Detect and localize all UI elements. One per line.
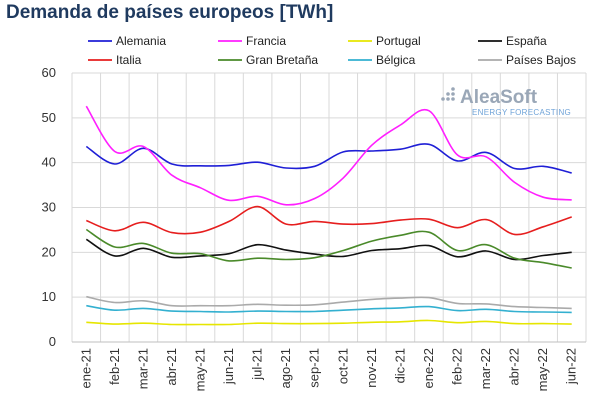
x-tick-label: jun-21 (221, 348, 236, 385)
aleasoft-logo-mark-icon (441, 87, 455, 101)
series-line-paises-bajos (86, 295, 572, 310)
series-line-alemania (85, 143, 572, 174)
series-line-portugal (86, 319, 572, 326)
logo-dot (441, 97, 445, 101)
series-line-espana (85, 238, 572, 261)
x-tick-label: nov-21 (364, 348, 379, 388)
legend-label-alemania: Alemania (116, 34, 166, 48)
aleasoft-logo: AleaSoft ENERGY FORECASTING (441, 87, 571, 117)
x-tick-label: mar-21 (135, 348, 150, 389)
legend-label-espana: España (506, 34, 547, 48)
y-tick-label: 0 (49, 334, 56, 349)
logo-name: AleaSoft (460, 87, 538, 108)
legend-label-paises-bajos: Países Bajos (506, 53, 576, 67)
chart-title: Demanda de países europeos [TWh] (6, 2, 334, 23)
legend-label-italia: Italia (116, 53, 142, 67)
logo-tagline: ENERGY FORECASTING (472, 108, 571, 117)
logo-dot (451, 92, 455, 96)
x-tick-label: jun-22 (564, 348, 579, 385)
legend: Alemania Francia Portugal España Italia Gran … (88, 34, 576, 67)
logo-dot (446, 92, 450, 96)
logo-dot (451, 97, 455, 101)
y-tick-label: 50 (42, 110, 56, 125)
x-tick-label: oct-21 (335, 348, 350, 384)
x-tick-label: abr-22 (507, 348, 522, 386)
legend-label-gran-bretana: Gran Bretaña (246, 53, 318, 67)
x-tick-label: mar-22 (478, 348, 493, 389)
x-tick-label: sep-21 (307, 348, 322, 388)
series-line-gran-bretana (85, 228, 572, 269)
y-tick-label: 40 (42, 155, 56, 170)
x-tick-label: may-22 (535, 348, 550, 391)
x-tick-label: dic-21 (392, 348, 407, 383)
series-line-belgica (86, 304, 572, 314)
logo-dot (446, 97, 450, 101)
legend-label-portugal: Portugal (376, 34, 421, 48)
axes: 0 10 20 30 40 50 60 ene-21 feb-21 mar-21 abr-21 may… (42, 65, 586, 391)
grid-lines (71, 72, 587, 342)
x-tick-label: feb-22 (450, 348, 465, 385)
legend-label-belgica: Bélgica (376, 53, 416, 67)
x-tick-label: feb-21 (107, 348, 122, 385)
y-tick-label: 20 (42, 244, 56, 259)
x-tick-label: ene-21 (78, 348, 93, 388)
y-tick-label: 60 (42, 65, 56, 80)
logo-dot (451, 87, 455, 91)
legend-label-francia: Francia (246, 34, 286, 48)
y-tick-label: 10 (42, 289, 56, 304)
x-tick-label: ene-22 (421, 348, 436, 388)
x-tick-label: jul-21 (250, 348, 265, 381)
series-line-francia (85, 105, 572, 206)
x-tick-label: abr-21 (164, 348, 179, 386)
series-line-italia (86, 205, 572, 236)
y-tick-label: 30 (42, 200, 56, 215)
x-tick-label: ago-21 (278, 348, 293, 388)
x-tick-label: may-21 (193, 348, 208, 391)
series-lines (85, 105, 572, 326)
